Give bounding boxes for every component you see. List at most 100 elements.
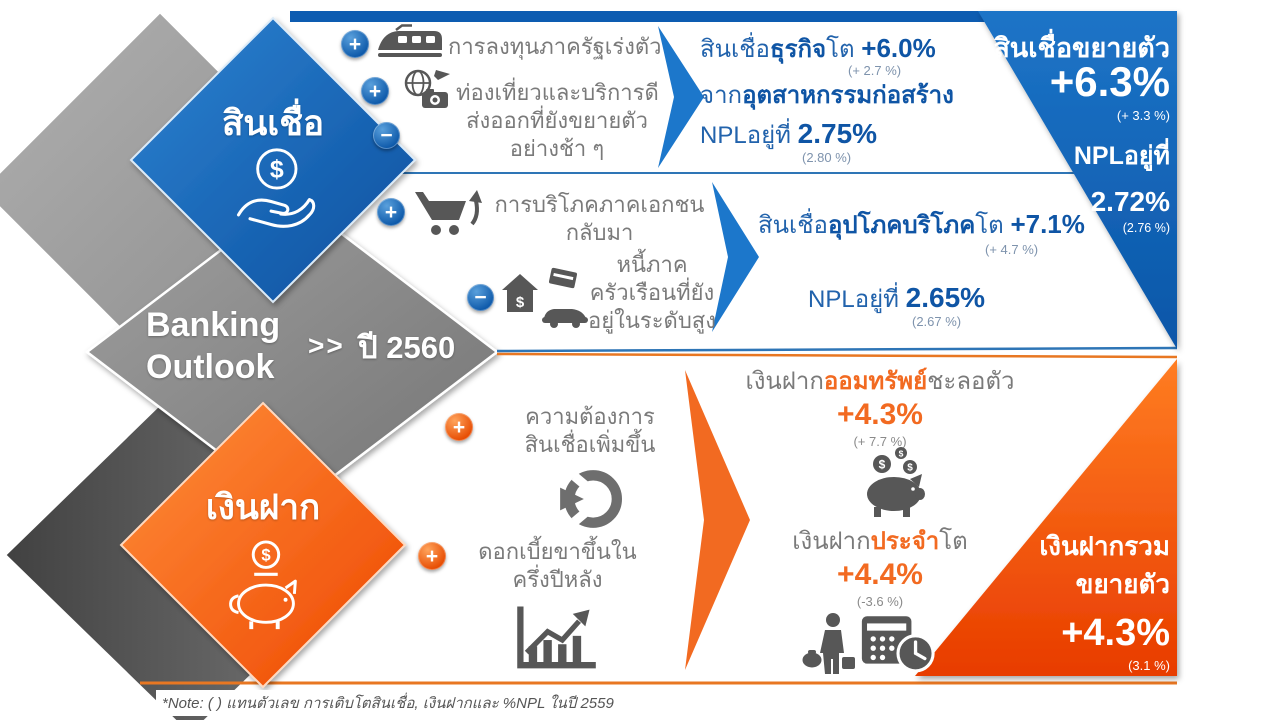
consumer-loan-pre: สินเชื่อ <box>758 212 828 239</box>
loans-summary-value: +6.3% <box>1049 58 1170 105</box>
business-npl-label: NPLอยู่ที่ <box>700 122 798 149</box>
title-line2: Outlook <box>146 348 275 386</box>
tourism-icon <box>396 68 452 115</box>
consumer-loan-keyword: อุปโภคบริโภค <box>827 212 976 239</box>
mid-divider-orange <box>496 352 1178 359</box>
loans-summary-npl-label: NPLอยู่ที่ <box>1073 142 1170 170</box>
consumer-npl-paren: (2.67 %) <box>912 314 962 329</box>
consumer-npl-value: 2.65% <box>905 282 986 313</box>
loans-summary-npl-paren: (2.76 %) <box>1122 221 1170 235</box>
savings-paren: (+ 7.7 %) <box>853 434 907 449</box>
flow-chevron-deposits-icon <box>685 370 750 670</box>
savings-deposit-heading: เงินฝากออมทรัพย์ชะลอตัว <box>730 366 1030 397</box>
business-loan-growth: สินเชื่อธุรกิจโต +6.0% <box>700 32 936 66</box>
loans-summary-paren: (+ 3.3 %) <box>1116 108 1170 123</box>
hand-coin-icon: $ <box>227 142 319 243</box>
consumer-npl: NPLอยู่ที่ 2.65% <box>808 280 985 316</box>
svg-text:$: $ <box>270 156 284 184</box>
driver-loan-demand-line1: ความต้องการ <box>525 404 655 429</box>
business-loan-pre: สินเชื่อ <box>700 36 770 63</box>
svg-text:$: $ <box>261 546 271 565</box>
calendar-clock-icon <box>860 610 936 679</box>
consumer-loan-growth: สินเชื่ออุปโภคบริโภคโต +7.1% <box>758 208 1085 242</box>
title-year: ปี 2560 <box>358 330 456 365</box>
household-debt-icon: $ <box>498 266 590 335</box>
title-line1: Banking <box>146 306 281 344</box>
driver-exports-line2: อย่างช้า ๆ <box>509 136 605 161</box>
fixed-value: +4.4% <box>837 558 923 591</box>
rising-bar-chart-icon <box>512 604 600 679</box>
loans-diamond <box>129 16 417 304</box>
consumer-npl-label: NPLอยู่ที่ <box>808 286 906 313</box>
driver-debt-line1: หนี้ภาค <box>616 252 688 277</box>
svg-text:$: $ <box>879 458 886 472</box>
deposits-summary-triangle <box>915 359 1177 676</box>
mid-divider-blue <box>496 346 1178 353</box>
loans-summary-title: สินเชื่อขยายตัว <box>993 33 1170 63</box>
source-pre: จาก <box>700 82 743 109</box>
train-icon <box>376 24 444 65</box>
driver-interest-line1: ดอกเบี้ยขาขึ้นใน <box>478 539 637 564</box>
business-npl-value: 2.75% <box>797 118 878 149</box>
fixed-paren: (-3.6 %) <box>856 594 904 609</box>
driver-consumption-line2: กลับมา <box>565 220 634 245</box>
shopping-cart-up-icon <box>412 188 486 245</box>
fixed-keyword: ประจำ <box>870 528 940 555</box>
business-loan-value: +6.0% <box>861 33 936 63</box>
business-loan-source: จากอุตสาหกรรมก่อสร้าง <box>700 80 954 111</box>
driver-debt-line3: อยู่ในระดับสูง <box>588 308 716 333</box>
driver-debt-line2: ครัวเรือนที่ยัง <box>589 280 715 305</box>
deposits-summary-line1: เงินฝากรวม <box>1039 531 1170 561</box>
fixed-pre: เงินฝาก <box>792 528 871 555</box>
title-chevrons: >> <box>308 330 345 361</box>
minus-badge: − <box>373 122 400 149</box>
loans-summary-triangle <box>978 11 1177 349</box>
business-loan-paren: (+ 2.7 %) <box>848 63 902 78</box>
saver-person-icon <box>802 612 856 681</box>
deposits-summary-value: +4.3% <box>1061 612 1170 654</box>
consumer-loan-post: โต <box>975 212 1011 239</box>
plus-badge: + <box>445 413 473 441</box>
loans-summary-npl-value: 2.72% <box>1090 186 1170 217</box>
driver-exports-line1: ส่งออกที่ยังขยายตัว <box>466 108 648 133</box>
deposits-diamond <box>119 401 407 689</box>
svg-text:$: $ <box>516 294 525 311</box>
svg-text:$: $ <box>899 449 904 459</box>
deposits-summary-line2: ขยายตัว <box>1075 569 1170 599</box>
source-keyword: อุตสาหกรรมก่อสร้าง <box>742 82 954 109</box>
plus-badge: + <box>418 542 446 570</box>
flow-chevron-consumer-icon <box>712 182 759 332</box>
business-npl: NPLอยู่ที่ 2.75% <box>700 116 877 152</box>
loans-diamond-label: สินเชื่อ <box>221 104 325 143</box>
business-loan-keyword: ธุรกิจ <box>769 36 827 63</box>
piggy-bank-outline-icon: $ <box>215 538 313 643</box>
plus-badge: + <box>361 77 389 105</box>
driver-consumption-line1: การบริโภคภาคเอกชน <box>494 192 705 217</box>
savings-pre: เงินฝาก <box>745 368 824 395</box>
deposits-summary-paren: (3.1 %) <box>1128 658 1170 673</box>
driver-tourism: ท่องเที่ยวและบริการดี <box>456 80 659 105</box>
savings-value: +4.3% <box>837 398 923 431</box>
savings-keyword: ออมทรัพย์ <box>823 368 928 395</box>
business-loan-post: โต <box>826 36 862 63</box>
driver-loan-demand-line2: สินเชื่อเพิ่มขึ้น <box>524 432 656 457</box>
driver-interest-line2: ครึ่งปีหลัง <box>512 567 603 592</box>
piggy-bank-coins-icon: $ $ $ <box>856 446 936 525</box>
plus-badge: + <box>377 198 405 226</box>
fixed-post: โต <box>939 528 968 555</box>
footnote: *Note: ( ) แทนตัวเลข การเติบโตสินเชื่อ, … <box>156 690 620 716</box>
flow-chevron-business-icon <box>658 26 704 168</box>
top-blue-bar <box>290 11 1177 22</box>
consumer-loan-paren: (+ 4.7 %) <box>985 242 1039 257</box>
deposits-diamond-label: เงินฝาก <box>205 488 321 527</box>
minus-badge: − <box>467 284 494 311</box>
pie-chevron-icon <box>556 466 622 537</box>
savings-post: ชะลอตัว <box>927 368 1015 395</box>
consumer-loan-value: +7.1% <box>1010 209 1085 239</box>
driver-gov-investment: การลงทุนภาครัฐเร่งตัว <box>448 34 662 59</box>
business-npl-paren: (2.80 %) <box>802 150 852 165</box>
svg-text:$: $ <box>907 463 913 474</box>
plus-badge: + <box>341 30 369 58</box>
